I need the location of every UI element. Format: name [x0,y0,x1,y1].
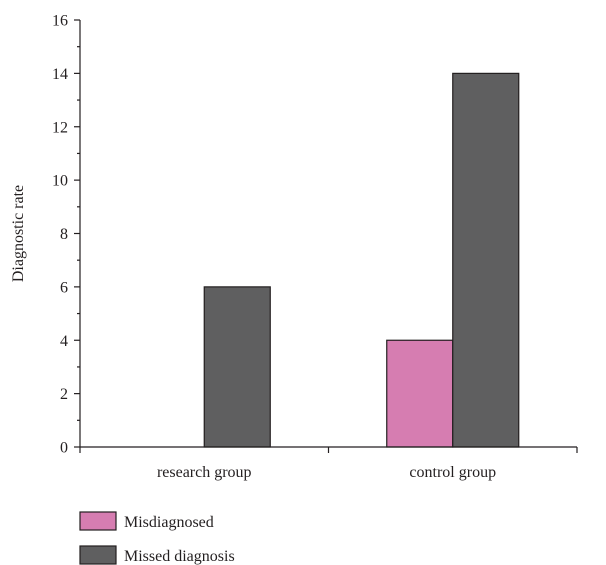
legend-swatch [79,511,117,531]
y-tick-label: 0 [60,440,68,457]
y-tick-label: 12 [52,119,68,136]
y-tick-label: 14 [52,66,68,83]
bar-missed-diagnosis [452,72,520,448]
y-tick-label: 16 [52,13,68,30]
y-tick-label: 4 [60,333,68,350]
y-tick-label: 6 [60,279,68,296]
bar-missed-diagnosis [203,286,271,448]
y-axis-ticks: 0 2 4 6 8 10 12 14 16 [52,13,80,457]
y-tick-label: 10 [52,173,68,190]
legend-label: Missed diagnosis [124,548,235,565]
x-category-label: research group [157,464,252,481]
y-axis-title: Diagnostic rate [10,185,27,282]
x-category-label: control group [409,464,496,481]
x-axis-ticks: research group control group [79,447,578,481]
bar-misdiagnosed [386,339,454,448]
legend: Misdiagnosed Missed diagnosis [79,511,235,565]
bars [203,72,520,448]
y-tick-label: 8 [60,226,68,243]
legend-label: Misdiagnosed [124,514,214,531]
legend-swatch [79,545,117,565]
y-tick-label: 2 [60,386,68,403]
